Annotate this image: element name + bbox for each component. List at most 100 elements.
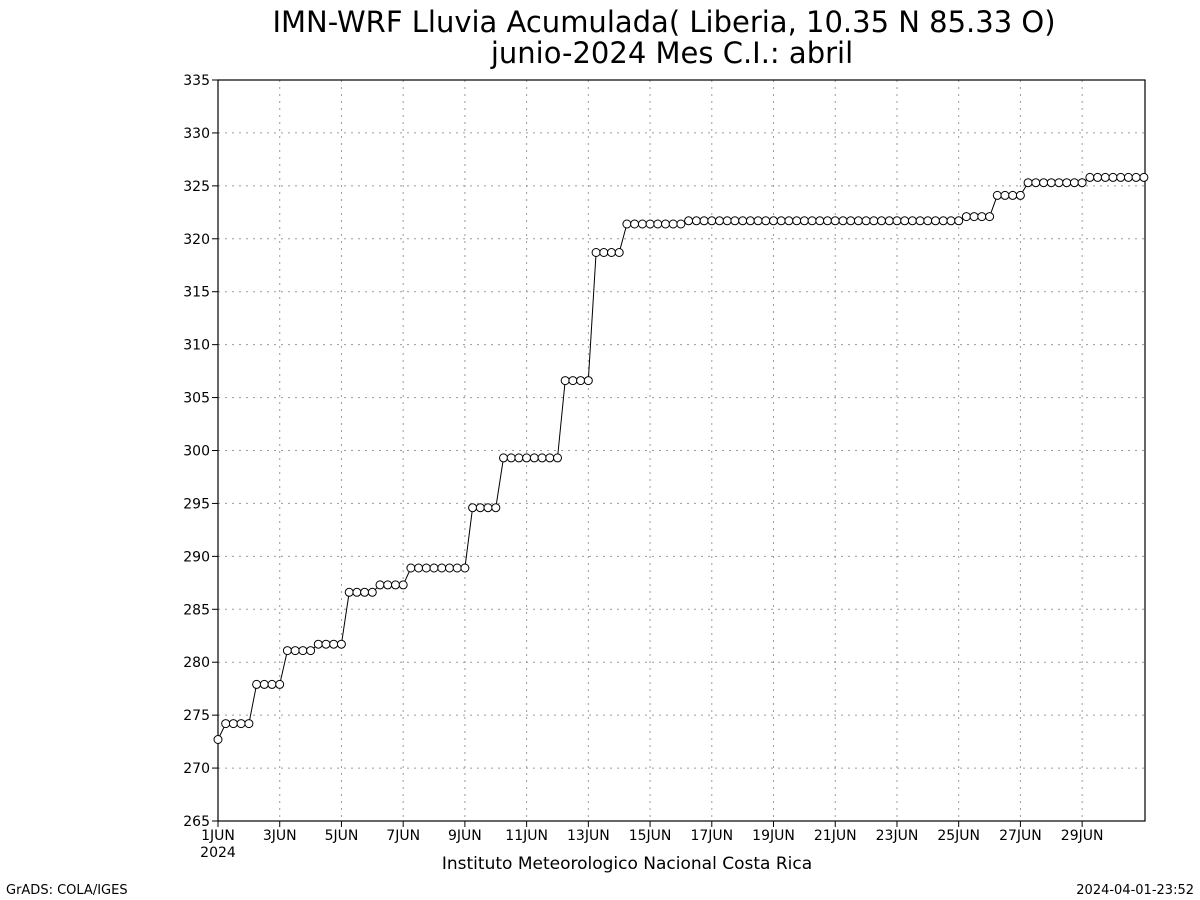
data-point-marker [1008, 190, 1018, 200]
data-point-marker [838, 216, 848, 226]
data-point-marker [460, 563, 470, 573]
data-point-marker [861, 216, 871, 226]
data-point-marker [807, 216, 817, 226]
x-tick-label: 21JUN [814, 828, 857, 844]
data-point-marker [537, 453, 547, 463]
data-point-marker [823, 216, 832, 226]
data-point-marker [722, 216, 732, 226]
data-point-marker [514, 453, 524, 463]
data-point-marker [738, 216, 748, 226]
y-tick-label: 275 [183, 708, 210, 724]
data-point-marker [583, 376, 593, 386]
x-tick-label: 29JUN [1061, 828, 1104, 844]
y-tick-label: 325 [183, 179, 210, 195]
x-tick-label: 15JUN [629, 828, 672, 844]
data-point-marker [452, 563, 462, 573]
data-point-marker [961, 212, 971, 222]
data-point-marker [236, 719, 246, 729]
y-tick-label: 280 [183, 655, 210, 671]
data-point-marker [367, 587, 377, 597]
data-point-marker [1015, 190, 1025, 200]
data-point-marker [275, 679, 285, 689]
data-point-marker [336, 639, 346, 649]
data-point-marker [398, 580, 408, 590]
data-point-marker [282, 646, 292, 656]
x-tick-label: 1JUN [201, 828, 235, 844]
x-tick-label: 7JUN [386, 828, 420, 844]
data-point-marker [529, 453, 539, 463]
data-point-marker [1093, 172, 1103, 182]
institution-label: Instituto Meteorologico Nacional Costa R… [442, 854, 812, 874]
data-point-marker [645, 219, 655, 229]
y-tick-label: 315 [183, 285, 210, 301]
data-point-marker [992, 190, 1002, 200]
data-point-marker [298, 646, 308, 656]
data-point-marker [954, 216, 964, 226]
data-point-marker [406, 563, 416, 573]
data-point-marker [499, 453, 508, 463]
data-point-marker [614, 248, 624, 257]
data-point-marker [691, 216, 701, 226]
data-point-marker [684, 216, 694, 226]
data-point-marker [1139, 172, 1149, 182]
data-point-marker [445, 563, 454, 573]
data-point-marker [352, 587, 362, 597]
chart-subtitle: junio-2024 Mes C.I.: abril [490, 36, 853, 70]
data-point-marker [707, 216, 717, 226]
x-tick-label: 17JUN [690, 828, 733, 844]
data-point-marker [715, 216, 724, 226]
data-point-marker [1085, 172, 1095, 182]
data-point-marker [506, 453, 516, 463]
data-point-marker [468, 503, 478, 513]
data-point-marker [815, 216, 825, 226]
x-tick-label: 9JUN [448, 828, 482, 844]
data-point-marker [1046, 178, 1056, 188]
data-point-marker [1100, 172, 1110, 182]
x-tick-label: 11JUN [505, 828, 548, 844]
data-point-marker [383, 580, 393, 590]
data-point-marker [1069, 178, 1079, 188]
data-point-marker [938, 216, 948, 226]
x-tick-label: 27JUN [999, 828, 1042, 844]
data-point-marker [900, 216, 910, 226]
y-tick-label: 270 [183, 761, 210, 777]
data-point-marker [429, 563, 439, 573]
data-point-marker [329, 639, 339, 649]
data-point-marker [1031, 178, 1041, 188]
data-point-marker [637, 219, 647, 229]
data-point-marker [753, 216, 763, 226]
data-point-marker [483, 503, 493, 513]
data-point-marker [391, 580, 400, 590]
data-point-marker [892, 216, 902, 226]
data-point-marker [931, 216, 940, 226]
data-point-marker [313, 639, 323, 649]
data-point-marker [977, 212, 987, 222]
data-point-marker [545, 453, 555, 463]
series-line [217, 176, 1144, 740]
x-tick-label: 5JUN [325, 828, 359, 844]
y-axis: 265 270 275 280 285 290 295 300 305 310 315 320 325 3… [183, 73, 218, 830]
data-point-marker [761, 216, 771, 226]
data-point-marker [792, 216, 802, 226]
data-point-marker [869, 216, 879, 226]
data-point-marker [923, 216, 933, 226]
data-point-marker [946, 216, 956, 226]
x-axis: 1JUN 3JUN 5JUN 7JUN 9JUN 11JUN 13JUN 15JUN 17JUN… [201, 821, 1103, 844]
y-tick-label: 300 [183, 444, 210, 460]
data-point-marker [252, 679, 262, 689]
data-point-marker [522, 453, 532, 463]
y-tick-label: 330 [183, 126, 210, 142]
data-point-marker [622, 219, 632, 229]
y-tick-label: 305 [183, 391, 210, 407]
y-tick-label: 290 [183, 549, 210, 565]
data-point-marker [877, 216, 886, 226]
data-point-marker [321, 639, 331, 649]
y-tick-label: 285 [183, 602, 210, 618]
data-point-marker [259, 679, 269, 689]
data-point-marker [599, 248, 609, 257]
data-point-marker [915, 216, 925, 226]
x-year-label: 2024 [200, 845, 236, 861]
grid-lines [218, 80, 1145, 821]
data-point-marker [475, 503, 485, 513]
data-point-marker [360, 587, 370, 597]
